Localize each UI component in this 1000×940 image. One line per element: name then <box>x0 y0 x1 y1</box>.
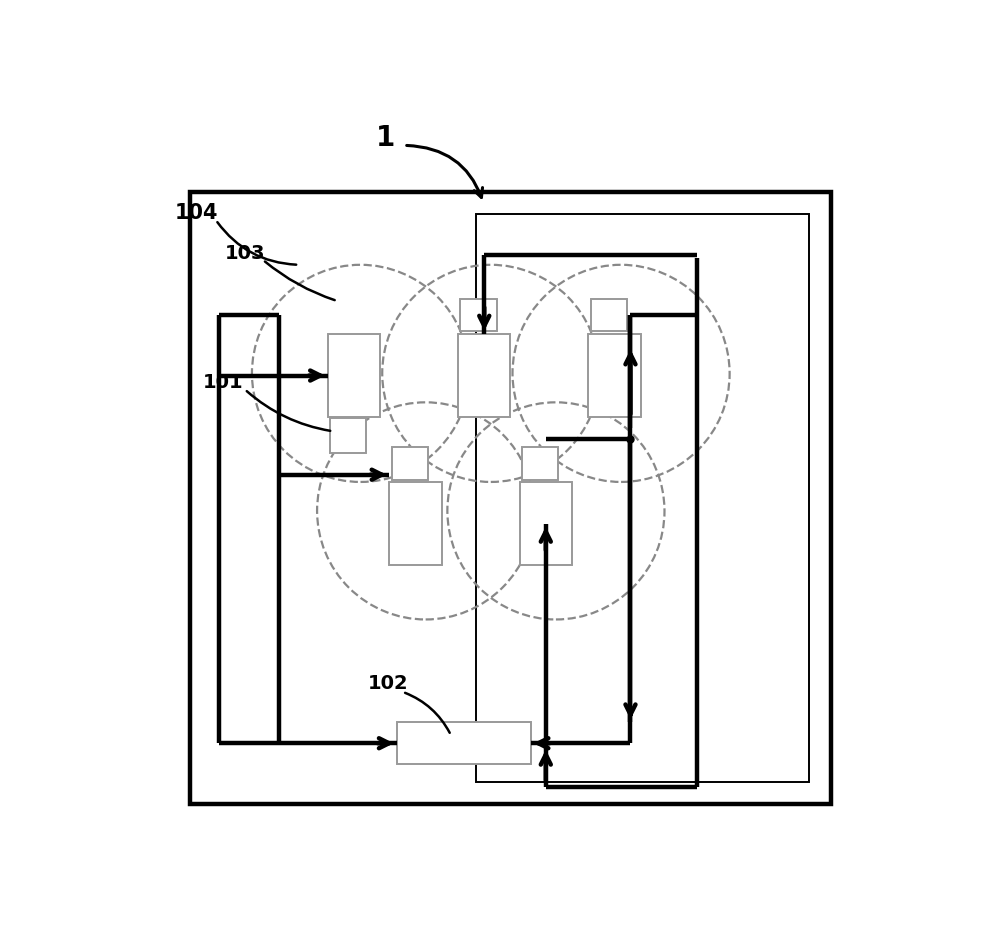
Bar <box>520 482 572 565</box>
Bar <box>389 482 442 565</box>
Bar <box>476 214 809 782</box>
Bar <box>591 299 627 332</box>
Text: 1: 1 <box>376 124 395 152</box>
Bar <box>397 722 531 764</box>
Bar <box>330 418 366 453</box>
Text: 104: 104 <box>174 203 218 223</box>
Text: 103: 103 <box>224 243 265 262</box>
Bar <box>392 447 428 479</box>
Bar <box>458 334 510 416</box>
Text: 101: 101 <box>203 372 243 392</box>
Bar <box>190 193 831 804</box>
Text: 102: 102 <box>368 674 408 693</box>
Bar <box>328 334 380 416</box>
Bar <box>522 447 558 479</box>
Bar <box>588 334 641 416</box>
Bar <box>460 299 497 332</box>
